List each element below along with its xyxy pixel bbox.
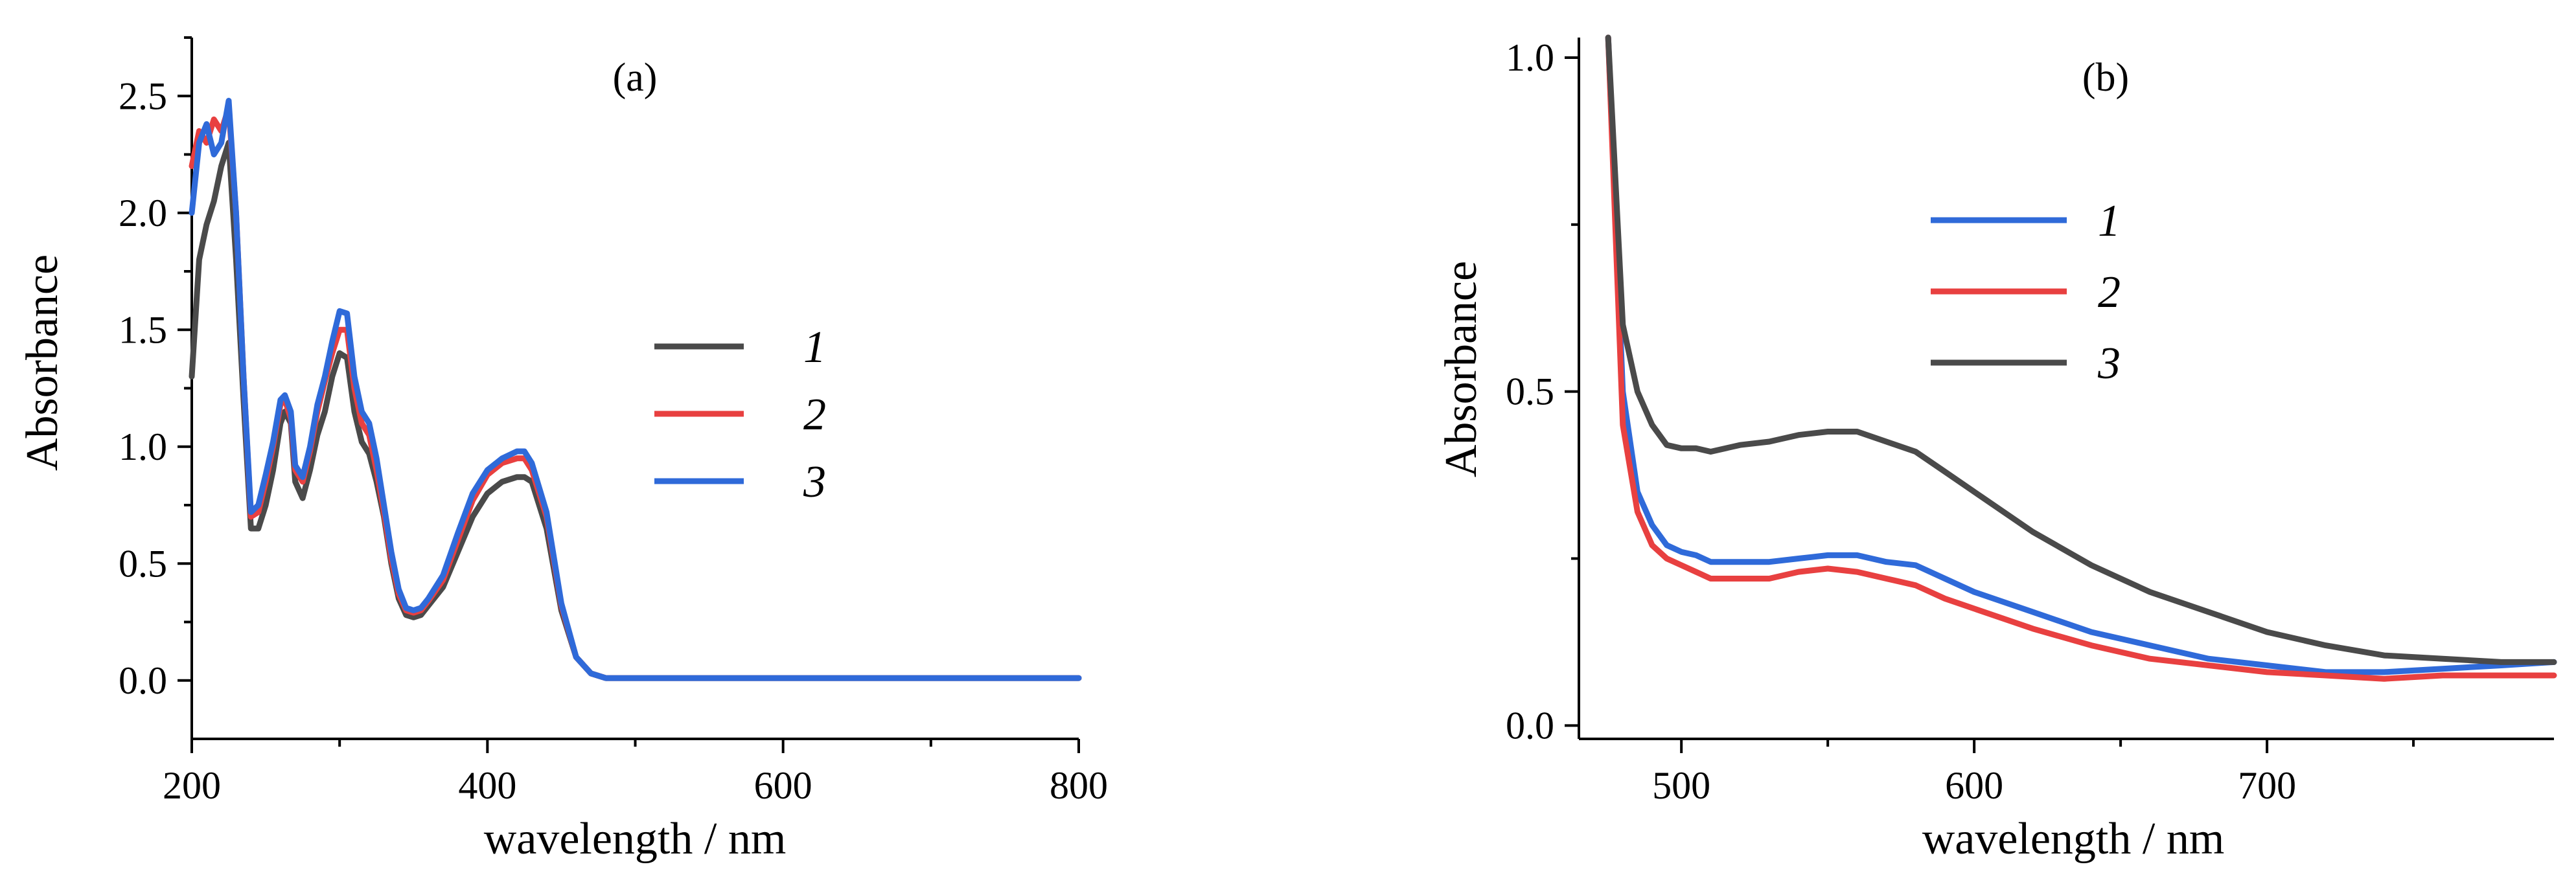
panel-a-y-tick-label: 1.0: [119, 425, 167, 468]
panel-b-x-tick-label: 700: [2238, 764, 2296, 807]
panel-a-y-tick-label: 2.0: [119, 192, 167, 234]
panel-a-x-tick-label: 600: [754, 764, 812, 807]
panel-b-series-line-1: [1605, 34, 2557, 675]
panel-b-x-tick-label: 500: [1652, 764, 1710, 807]
panel-b-series-line-3: [1605, 34, 2557, 665]
panel-a-x-tick-label: 800: [1050, 764, 1108, 807]
panel-b-legend-label-2: 2: [2098, 267, 2121, 317]
panel-b-legend-label-3: 3: [2097, 339, 2121, 389]
panel-b-y-tick-label: 0.0: [1506, 704, 1554, 747]
panel-b-y-tick-label: 1.0: [1506, 36, 1554, 79]
panel-a-x-axis-label: wavelength / nm: [484, 814, 787, 864]
panel-a-series-line-2: [189, 104, 1082, 681]
panel-a-legend-label-1: 1: [803, 322, 826, 372]
panel-b-y-tick-label: 0.5: [1506, 370, 1554, 413]
panel-a-series-line-1: [189, 140, 1082, 681]
panel-a-legend-label-3: 3: [803, 457, 826, 507]
panel-a-y-tick-label: 0.0: [119, 659, 167, 702]
panel-b: (b) Absorbance wavelength / nm 500 600 700…: [1436, 34, 2557, 864]
panel-a-y-tick-label: 2.5: [119, 74, 167, 117]
panel-a-y-tick-label: 0.5: [119, 542, 167, 585]
panel-a-legend-label-2: 2: [803, 390, 826, 440]
panel-b-x-tick-label: 600: [1945, 764, 2003, 807]
panel-b-label: (b): [2082, 56, 2129, 100]
panel-a-y-tick-label: 1.5: [119, 308, 167, 351]
panel-b-y-axis-label: Absorbance: [1436, 261, 1486, 477]
panel-a-x-tick-label: 200: [163, 764, 221, 807]
panel-a-label: (a): [613, 56, 658, 100]
panel-a: (a) Absorbance wavelength / nm 200 400 600…: [17, 36, 1108, 864]
panel-b-series-line-2: [1605, 34, 2557, 682]
panel-a-x-tick-label: 400: [458, 764, 516, 807]
panel-a-series-line-3: [189, 98, 1082, 681]
panel-a-y-axis-label: Absorbance: [17, 254, 67, 471]
panel-b-x-axis-label: wavelength / nm: [1922, 814, 2225, 864]
panel-b-legend-label-1: 1: [2098, 196, 2121, 246]
